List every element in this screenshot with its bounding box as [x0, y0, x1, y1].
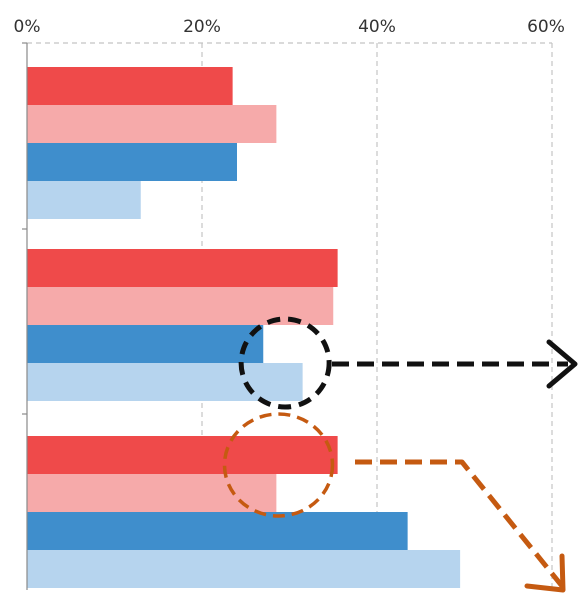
bar — [27, 474, 277, 512]
annotation-arrow-orange — [355, 459, 564, 588]
x-axis-tick-labels: 0% 20% 40% 60% — [14, 17, 565, 37]
bar — [27, 325, 264, 363]
bar — [27, 105, 277, 143]
bar — [27, 249, 338, 287]
bar — [27, 67, 233, 105]
x-tick-label: 60% — [527, 17, 565, 37]
annotation-circle-black — [238, 316, 332, 410]
x-tick-label: 0% — [14, 17, 41, 37]
x-tick-label: 40% — [358, 17, 396, 37]
bar — [27, 436, 338, 474]
bar — [27, 550, 461, 588]
annotation-arrowhead-orange — [524, 553, 566, 593]
bars — [27, 67, 461, 588]
annotation-circle-orange — [222, 412, 335, 518]
bar — [27, 512, 408, 550]
bar — [27, 181, 141, 219]
y-axis — [22, 42, 28, 590]
annotation-arrowhead-black — [546, 339, 578, 389]
bar — [27, 143, 237, 181]
bar — [27, 287, 334, 325]
x-tick-label: 20% — [183, 17, 221, 37]
annotations — [222, 316, 578, 593]
bar — [27, 363, 303, 401]
